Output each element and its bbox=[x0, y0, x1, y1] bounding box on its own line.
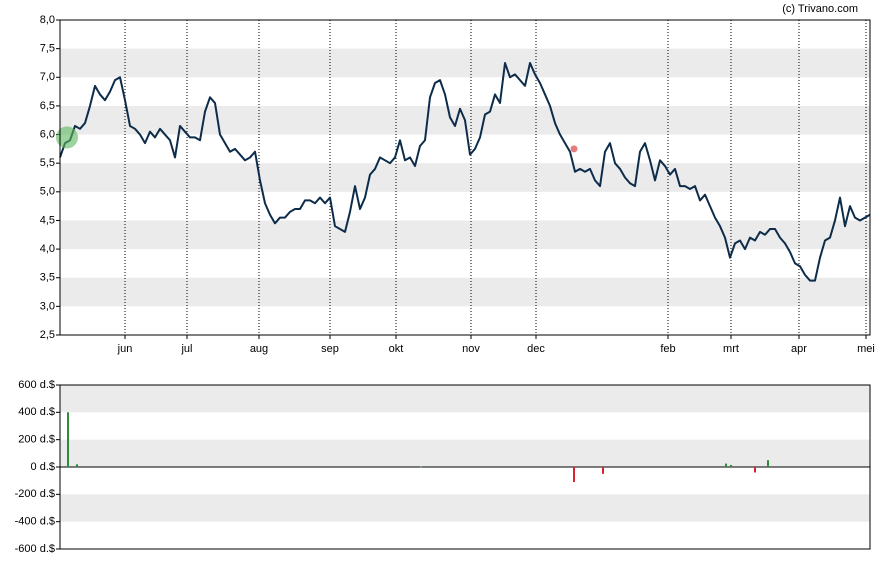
y-tick-label: 2,5 bbox=[40, 329, 55, 341]
y-tick-label: 600 d.$ bbox=[18, 379, 55, 391]
x-tick-label: nov bbox=[462, 343, 480, 355]
y-tick-label: 5,0 bbox=[40, 186, 55, 198]
band bbox=[60, 163, 870, 192]
x-tick-label: apr bbox=[791, 343, 807, 355]
plot-frame bbox=[59, 19, 871, 336]
x-tick-label: feb bbox=[660, 343, 675, 355]
band bbox=[60, 494, 870, 522]
y-tick-label: 8,0 bbox=[40, 14, 55, 26]
bar bbox=[767, 460, 769, 467]
y-tick-label: 3,0 bbox=[40, 300, 55, 312]
source: (c) Trivano.com bbox=[782, 3, 858, 15]
bar bbox=[573, 467, 575, 483]
bar bbox=[76, 464, 78, 467]
bar bbox=[725, 463, 727, 467]
x-tick-label: aug bbox=[250, 343, 268, 355]
band bbox=[60, 385, 870, 413]
y-tick-label: 5,5 bbox=[40, 157, 55, 169]
y-tick-label: 4,5 bbox=[40, 214, 55, 226]
y-tick-label: 400 d.$ bbox=[18, 406, 55, 418]
y-tick-label: -200 d.$ bbox=[15, 488, 55, 500]
bar bbox=[730, 464, 732, 467]
x-tick-label: jun bbox=[117, 343, 133, 355]
y-tick-label: 6,5 bbox=[40, 100, 55, 112]
x-tick-label: dec bbox=[527, 343, 545, 355]
x-tick-label: sep bbox=[321, 343, 339, 355]
band bbox=[60, 48, 870, 78]
bar bbox=[67, 412, 69, 467]
band bbox=[60, 439, 870, 467]
bar bbox=[420, 466, 422, 468]
marker bbox=[570, 145, 578, 153]
plot-frame bbox=[59, 384, 871, 550]
y-tick-label: 6,0 bbox=[40, 128, 55, 140]
marker bbox=[56, 126, 78, 149]
x-tick-label: mei bbox=[857, 343, 875, 355]
x-tick-label: mrt bbox=[723, 343, 739, 355]
y-tick-label: 3,5 bbox=[40, 272, 55, 284]
band bbox=[60, 220, 870, 250]
y-tick-label: -400 d.$ bbox=[15, 516, 55, 528]
y-tick-label: 7,5 bbox=[40, 43, 55, 55]
price-line bbox=[59, 61, 871, 282]
y-tick-label: 0 d.$ bbox=[31, 461, 55, 473]
band bbox=[60, 277, 870, 307]
y-tick-label: 200 d.$ bbox=[18, 434, 55, 446]
x-tick-label: okt bbox=[389, 343, 404, 355]
y-tick-label: 7,0 bbox=[40, 71, 55, 83]
bar bbox=[602, 467, 604, 474]
y-tick-label: 4,0 bbox=[40, 243, 55, 255]
x-tick-label: jul bbox=[180, 343, 192, 355]
y-tick-label: -600 d.$ bbox=[15, 543, 55, 555]
bar bbox=[754, 467, 756, 473]
